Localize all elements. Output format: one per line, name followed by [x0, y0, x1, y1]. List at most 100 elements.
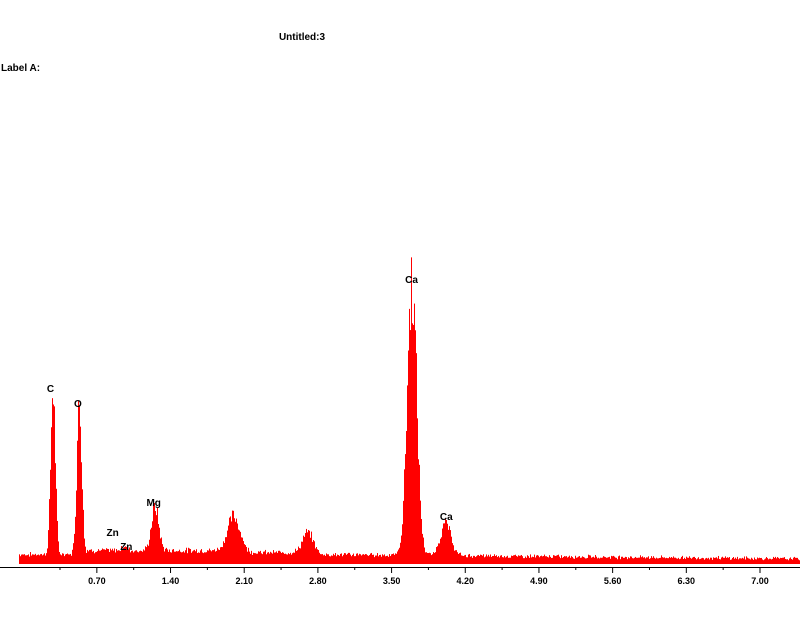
spectrum-channel: [696, 559, 697, 564]
spectrum-channel: [200, 550, 201, 564]
spectrum-channel: [39, 555, 40, 564]
spectrum-channel: [639, 557, 640, 564]
spectrum-channel: [35, 553, 36, 564]
spectrum-channel: [636, 557, 637, 564]
spectrum-channel: [470, 556, 471, 564]
spectrum-channel: [253, 552, 254, 564]
spectrum-channel: [527, 555, 528, 564]
spectrum-channel: [217, 547, 218, 564]
spectrum-channel: [290, 552, 291, 564]
spectrum-channel: [239, 530, 240, 564]
spectrum-channel: [398, 549, 399, 564]
spectrum-channel: [784, 557, 785, 564]
spectrum-channel: [514, 555, 515, 564]
spectrum-channel: [420, 500, 421, 564]
spectrum-channel: [91, 549, 92, 564]
spectrum-channel: [512, 555, 513, 564]
spectrum-channel: [412, 323, 413, 564]
spectrum-channel: [100, 550, 101, 564]
spectrum-channel: [489, 556, 490, 564]
spectrum-channel: [339, 555, 340, 564]
spectrum-channel: [723, 557, 724, 564]
spectrum-channel: [647, 557, 648, 564]
spectrum-channel: [758, 558, 759, 564]
spectrum-channel: [575, 555, 576, 564]
spectrum-channel: [191, 552, 192, 564]
spectrum-channel: [68, 554, 69, 564]
spectrum-channel: [458, 553, 459, 564]
spectrum-channel: [530, 554, 531, 564]
spectrum-channel: [702, 557, 703, 564]
spectrum-channel: [732, 557, 733, 564]
spectrum-channel: [310, 537, 311, 564]
spectrum-channel: [573, 558, 574, 564]
spectrum-channel: [562, 557, 563, 564]
spectrum-channel: [404, 469, 405, 564]
spectrum-channel: [568, 556, 569, 564]
spectrum-channel: [770, 558, 771, 564]
spectrum-channel: [180, 551, 181, 564]
spectrum-channel: [50, 469, 51, 564]
spectrum-channel: [30, 552, 31, 564]
x-tick-label: 6.30: [678, 576, 696, 586]
peak-label: Zn: [120, 542, 132, 553]
spectrum-channel: [630, 556, 631, 564]
spectrum-channel: [676, 558, 677, 564]
spectrum-channel: [365, 554, 366, 564]
spectrum-channel: [351, 556, 352, 564]
spectrum-channel: [542, 556, 543, 564]
spectrum-channel: [735, 557, 736, 564]
spectrum-channel: [215, 551, 216, 564]
spectrum-channel: [132, 550, 133, 564]
spectrum-channel: [590, 555, 591, 564]
spectrum-channel: [683, 559, 684, 564]
spectrum-channel: [76, 490, 77, 564]
spectrum-channel: [578, 556, 579, 564]
spectrum-channel: [223, 541, 224, 564]
spectrum-channel: [342, 556, 343, 564]
spectrum-channel: [498, 555, 499, 564]
spectrum-channel: [153, 505, 154, 564]
spectrum-channel: [618, 556, 619, 564]
spectrum-channel: [395, 553, 396, 564]
spectrum-channel: [366, 554, 367, 564]
spectrum-channel: [59, 551, 60, 564]
spectrum-channel: [140, 550, 141, 564]
spectrum-channel: [386, 555, 387, 564]
spectrum-channel: [90, 549, 91, 564]
spectrum-channel: [544, 554, 545, 564]
spectrum-channel: [523, 558, 524, 564]
spectrum-channel: [718, 555, 719, 564]
spectrum-channel: [726, 557, 727, 564]
spectrum-channel: [198, 552, 199, 564]
spectrum-channel: [143, 549, 144, 564]
spectrum-channel: [254, 553, 255, 564]
spectrum-channel: [730, 559, 731, 564]
spectrum-channel: [520, 555, 521, 564]
spectrum-channel: [137, 551, 138, 564]
spectrum-channel: [567, 557, 568, 564]
spectrum-channel: [235, 521, 236, 564]
spectrum-channel: [387, 555, 388, 564]
spectrum-channel: [312, 541, 313, 564]
spectrum-channel: [546, 556, 547, 564]
spectrum-channel: [705, 558, 706, 564]
spectrum-channel: [242, 537, 243, 564]
spectrum-channel: [277, 552, 278, 564]
spectrum-channel: [427, 552, 428, 564]
spectrum-channel: [589, 555, 590, 564]
spectrum-channel: [95, 552, 96, 564]
spectrum-channel: [269, 553, 270, 564]
spectrum-channel: [667, 558, 668, 564]
spectrum-channel: [455, 550, 456, 564]
spectrum-channel: [289, 554, 290, 564]
spectrum-channel: [192, 551, 193, 564]
spectrum-channel: [221, 547, 222, 564]
spectrum-channel: [462, 555, 463, 564]
spectrum-channel: [694, 556, 695, 564]
spectrum-channel: [552, 557, 553, 564]
spectrum-channel: [279, 550, 280, 564]
spectrum-channel: [384, 554, 385, 564]
spectrum-channel: [306, 528, 307, 564]
spectrum-channel: [797, 557, 798, 564]
